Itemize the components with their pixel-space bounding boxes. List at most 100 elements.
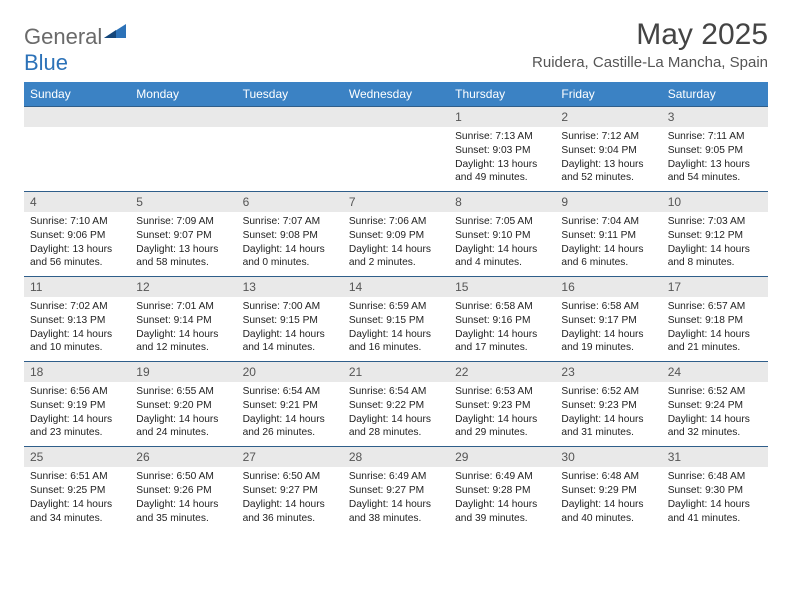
day-detail: Sunrise: 6:54 AMSunset: 9:21 PMDaylight:… <box>237 382 343 447</box>
daylight-text: Daylight: 14 hours and 23 minutes. <box>30 413 124 441</box>
day-detail: Sunrise: 6:50 AMSunset: 9:27 PMDaylight:… <box>237 467 343 531</box>
day-detail: Sunrise: 7:01 AMSunset: 9:14 PMDaylight:… <box>130 297 236 362</box>
daylight-text: Daylight: 13 hours and 56 minutes. <box>30 243 124 271</box>
daylight-text: Daylight: 13 hours and 54 minutes. <box>668 158 762 186</box>
day-number: 6 <box>237 192 343 213</box>
sunset-text: Sunset: 9:30 PM <box>668 484 762 498</box>
sunrise-text: Sunrise: 6:49 AM <box>349 470 443 484</box>
sunset-text: Sunset: 9:26 PM <box>136 484 230 498</box>
daylight-text: Daylight: 14 hours and 10 minutes. <box>30 328 124 356</box>
daylight-text: Daylight: 14 hours and 19 minutes. <box>561 328 655 356</box>
day-detail: Sunrise: 6:49 AMSunset: 9:27 PMDaylight:… <box>343 467 449 531</box>
day-number: 20 <box>237 362 343 383</box>
logo: General Blue <box>24 18 126 76</box>
daynum-row: 25262728293031 <box>24 447 768 468</box>
daylight-text: Daylight: 14 hours and 39 minutes. <box>455 498 549 526</box>
daylight-text: Daylight: 14 hours and 8 minutes. <box>668 243 762 271</box>
sunrise-text: Sunrise: 6:52 AM <box>561 385 655 399</box>
day-detail: Sunrise: 7:05 AMSunset: 9:10 PMDaylight:… <box>449 212 555 277</box>
day-detail: Sunrise: 6:56 AMSunset: 9:19 PMDaylight:… <box>24 382 130 447</box>
day-number: 23 <box>555 362 661 383</box>
weekday-header: Friday <box>555 82 661 107</box>
day-detail: Sunrise: 7:07 AMSunset: 9:08 PMDaylight:… <box>237 212 343 277</box>
day-number: 5 <box>130 192 236 213</box>
logo-part1: General <box>24 24 102 49</box>
day-number: 9 <box>555 192 661 213</box>
daynum-row: 18192021222324 <box>24 362 768 383</box>
day-detail: Sunrise: 6:49 AMSunset: 9:28 PMDaylight:… <box>449 467 555 531</box>
day-number <box>130 107 236 128</box>
day-detail: Sunrise: 6:58 AMSunset: 9:17 PMDaylight:… <box>555 297 661 362</box>
day-detail: Sunrise: 7:00 AMSunset: 9:15 PMDaylight:… <box>237 297 343 362</box>
daylight-text: Daylight: 14 hours and 2 minutes. <box>349 243 443 271</box>
sunrise-text: Sunrise: 6:55 AM <box>136 385 230 399</box>
sunset-text: Sunset: 9:23 PM <box>455 399 549 413</box>
sunrise-text: Sunrise: 6:50 AM <box>243 470 337 484</box>
daynum-row: 11121314151617 <box>24 277 768 298</box>
daylight-text: Daylight: 14 hours and 4 minutes. <box>455 243 549 271</box>
sunrise-text: Sunrise: 7:04 AM <box>561 215 655 229</box>
sunset-text: Sunset: 9:23 PM <box>561 399 655 413</box>
day-number: 12 <box>130 277 236 298</box>
day-number <box>343 107 449 128</box>
sunset-text: Sunset: 9:11 PM <box>561 229 655 243</box>
sunset-text: Sunset: 9:22 PM <box>349 399 443 413</box>
day-number: 13 <box>237 277 343 298</box>
sunset-text: Sunset: 9:03 PM <box>455 144 549 158</box>
sunrise-text: Sunrise: 7:09 AM <box>136 215 230 229</box>
day-detail: Sunrise: 7:06 AMSunset: 9:09 PMDaylight:… <box>343 212 449 277</box>
day-number: 27 <box>237 447 343 468</box>
day-detail: Sunrise: 6:51 AMSunset: 9:25 PMDaylight:… <box>24 467 130 531</box>
sunrise-text: Sunrise: 7:10 AM <box>30 215 124 229</box>
daylight-text: Daylight: 14 hours and 40 minutes. <box>561 498 655 526</box>
weekday-header-row: Sunday Monday Tuesday Wednesday Thursday… <box>24 82 768 107</box>
daylight-text: Daylight: 14 hours and 29 minutes. <box>455 413 549 441</box>
sunset-text: Sunset: 9:14 PM <box>136 314 230 328</box>
day-number: 24 <box>662 362 768 383</box>
sunrise-text: Sunrise: 6:59 AM <box>349 300 443 314</box>
daylight-text: Daylight: 14 hours and 31 minutes. <box>561 413 655 441</box>
sunrise-text: Sunrise: 7:07 AM <box>243 215 337 229</box>
sunrise-text: Sunrise: 7:00 AM <box>243 300 337 314</box>
daylight-text: Daylight: 14 hours and 32 minutes. <box>668 413 762 441</box>
daylight-text: Daylight: 14 hours and 21 minutes. <box>668 328 762 356</box>
day-number: 10 <box>662 192 768 213</box>
sunset-text: Sunset: 9:28 PM <box>455 484 549 498</box>
day-number: 3 <box>662 107 768 128</box>
day-detail: Sunrise: 6:52 AMSunset: 9:24 PMDaylight:… <box>662 382 768 447</box>
sunset-text: Sunset: 9:21 PM <box>243 399 337 413</box>
daylight-text: Daylight: 13 hours and 58 minutes. <box>136 243 230 271</box>
day-number: 18 <box>24 362 130 383</box>
day-detail: Sunrise: 7:13 AMSunset: 9:03 PMDaylight:… <box>449 127 555 192</box>
sunset-text: Sunset: 9:08 PM <box>243 229 337 243</box>
daylight-text: Daylight: 14 hours and 6 minutes. <box>561 243 655 271</box>
sunset-text: Sunset: 9:15 PM <box>349 314 443 328</box>
daylight-text: Daylight: 14 hours and 0 minutes. <box>243 243 337 271</box>
detail-row: Sunrise: 6:51 AMSunset: 9:25 PM Daylight:… <box>24 467 768 531</box>
day-number: 1 <box>449 107 555 128</box>
sunset-text: Sunset: 9:25 PM <box>30 484 124 498</box>
day-number: 4 <box>24 192 130 213</box>
daylight-text: Daylight: 14 hours and 17 minutes. <box>455 328 549 356</box>
sunrise-text: Sunrise: 7:13 AM <box>455 130 549 144</box>
detail-row: Sunrise: 6:56 AMSunset: 9:19 PMDaylight:… <box>24 382 768 447</box>
logo-text: General Blue <box>24 24 126 76</box>
day-detail: Sunrise: 7:11 AMSunset: 9:05 PMDaylight:… <box>662 127 768 192</box>
day-detail: Sunrise: 7:09 AMSunset: 9:07 PMDaylight:… <box>130 212 236 277</box>
sunset-text: Sunset: 9:12 PM <box>668 229 762 243</box>
day-detail <box>343 127 449 192</box>
sunset-text: Sunset: 9:06 PM <box>30 229 124 243</box>
sunset-text: Sunset: 9:13 PM <box>30 314 124 328</box>
weekday-header: Monday <box>130 82 236 107</box>
sunrise-text: Sunrise: 7:05 AM <box>455 215 549 229</box>
day-detail: Sunrise: 6:54 AMSunset: 9:22 PMDaylight:… <box>343 382 449 447</box>
day-detail: Sunrise: 6:55 AMSunset: 9:20 PMDaylight:… <box>130 382 236 447</box>
sunrise-text: Sunrise: 6:51 AM <box>30 470 124 484</box>
daynum-row: 123 <box>24 107 768 128</box>
day-detail: Sunrise: 6:48 AMSunset: 9:29 PMDaylight:… <box>555 467 661 531</box>
day-number: 15 <box>449 277 555 298</box>
sunrise-text: Sunrise: 6:56 AM <box>30 385 124 399</box>
sunset-text: Sunset: 9:05 PM <box>668 144 762 158</box>
sunrise-text: Sunrise: 6:52 AM <box>668 385 762 399</box>
daylight-text: Daylight: 14 hours and 41 minutes. <box>668 498 762 526</box>
